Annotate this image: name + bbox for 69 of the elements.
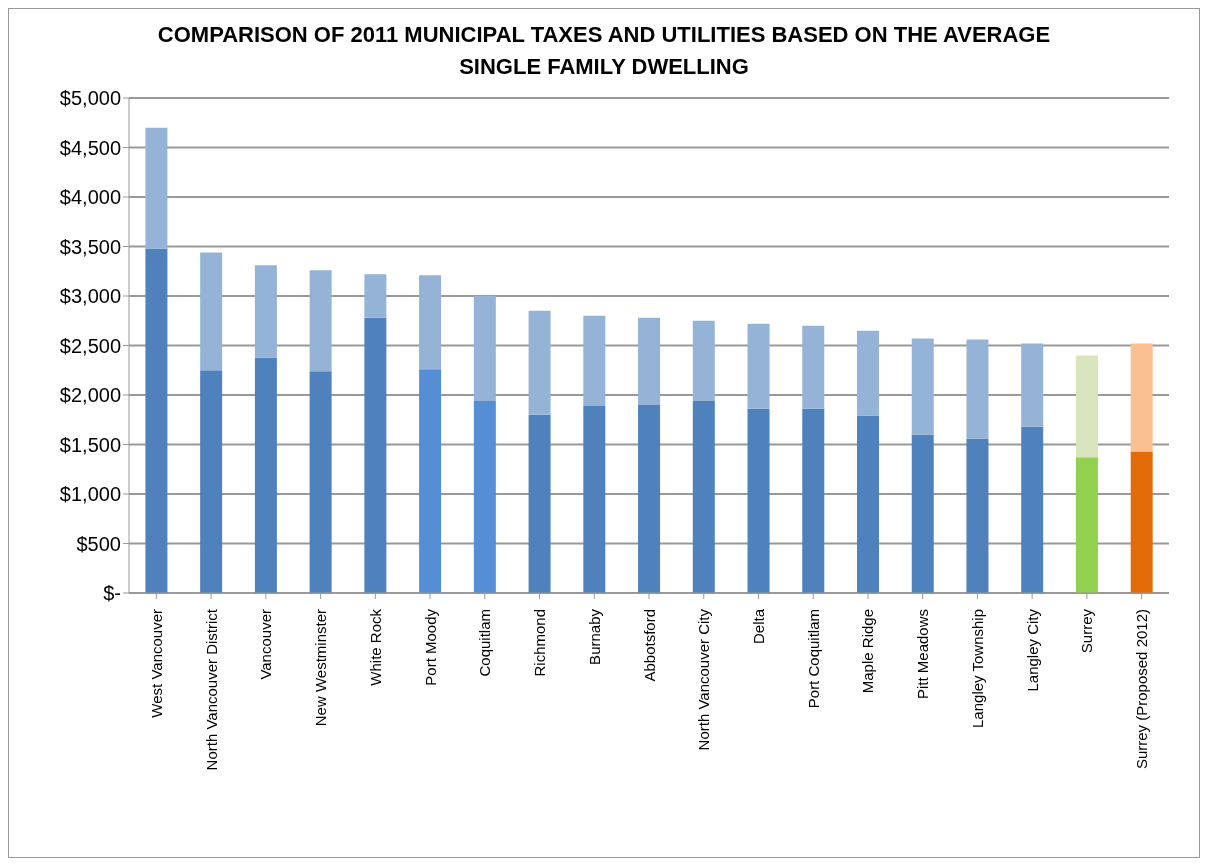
x-tick-label: Pitt Meadows <box>914 609 932 700</box>
y-tick-label: $3,500 <box>59 235 121 258</box>
bar <box>145 248 168 593</box>
x-tick-label: North Vancouver District <box>202 608 220 771</box>
x-tick-label: Surrey (Proposed 2012) <box>1133 609 1151 770</box>
bar <box>528 414 551 593</box>
x-tick-label: Port Coquitlam <box>804 609 822 709</box>
bar <box>419 275 442 370</box>
bar <box>802 325 825 409</box>
bar <box>966 339 989 439</box>
y-tick-label: $2,500 <box>59 334 121 357</box>
x-tick-label: Langley Township <box>968 609 986 728</box>
bar <box>309 371 332 593</box>
bar <box>1021 426 1044 593</box>
y-tick-label: $2,000 <box>59 384 121 407</box>
x-tick-label: Coquitlam <box>476 609 494 677</box>
bar <box>1075 355 1098 458</box>
bar <box>528 310 551 415</box>
bar <box>309 270 332 372</box>
bar <box>692 400 715 593</box>
x-tick-label: Langley City <box>1023 608 1041 692</box>
bar <box>200 370 223 593</box>
x-tick-label: Abbotsford <box>640 609 658 682</box>
bar <box>254 357 277 593</box>
bar <box>638 404 661 593</box>
x-tick-label: Vancouver <box>257 609 275 680</box>
bar <box>911 434 934 593</box>
bar <box>1021 343 1044 427</box>
y-tick-label: $4,500 <box>59 136 121 159</box>
bar <box>747 408 770 593</box>
x-tick-label: Burnaby <box>585 608 603 665</box>
bar <box>364 317 387 593</box>
bar <box>802 408 825 593</box>
bar <box>473 400 496 593</box>
chart-title: COMPARISON OF 2011 MUNICIPAL TAXES AND UTILITIES BASED ON THE AVERAGE SINGLE FAMILY DWELLING <box>156 21 1052 81</box>
bar <box>145 127 168 249</box>
x-tick-label: Maple Ridge <box>859 609 877 694</box>
bar <box>747 323 770 409</box>
bar <box>364 274 387 318</box>
bar <box>857 330 879 416</box>
y-tick-label: $1,000 <box>59 483 121 506</box>
bar <box>200 252 223 371</box>
x-tick-label: White Rock <box>366 608 384 686</box>
y-tick-label: $1,500 <box>59 433 121 456</box>
x-tick-label: New Westminster <box>312 609 330 727</box>
bar <box>1075 457 1098 593</box>
bar <box>1130 343 1153 452</box>
y-tick-label: $- <box>103 582 121 605</box>
bar <box>254 265 277 358</box>
y-tick-label: $3,000 <box>59 285 121 308</box>
y-tick-label: $5,000 <box>59 87 121 110</box>
bar <box>583 315 606 406</box>
bar <box>1130 451 1153 593</box>
bar <box>638 317 661 405</box>
bar <box>911 338 934 435</box>
x-tick-label: West Vancouver <box>147 609 165 718</box>
y-tick-label: $4,000 <box>59 186 121 209</box>
x-tick-label: Delta <box>749 608 767 645</box>
x-tick-label: Richmond <box>531 609 549 677</box>
bar <box>583 405 606 593</box>
bar <box>419 369 442 593</box>
x-tick-label: Surrey <box>1078 608 1096 654</box>
y-tick-label: $500 <box>76 532 121 555</box>
bar <box>857 415 879 593</box>
bar <box>966 438 989 593</box>
bar <box>692 320 715 401</box>
x-tick-label: Port Moody <box>421 608 439 686</box>
bar <box>473 296 496 401</box>
x-tick-label: North Vancouver City <box>695 608 713 751</box>
